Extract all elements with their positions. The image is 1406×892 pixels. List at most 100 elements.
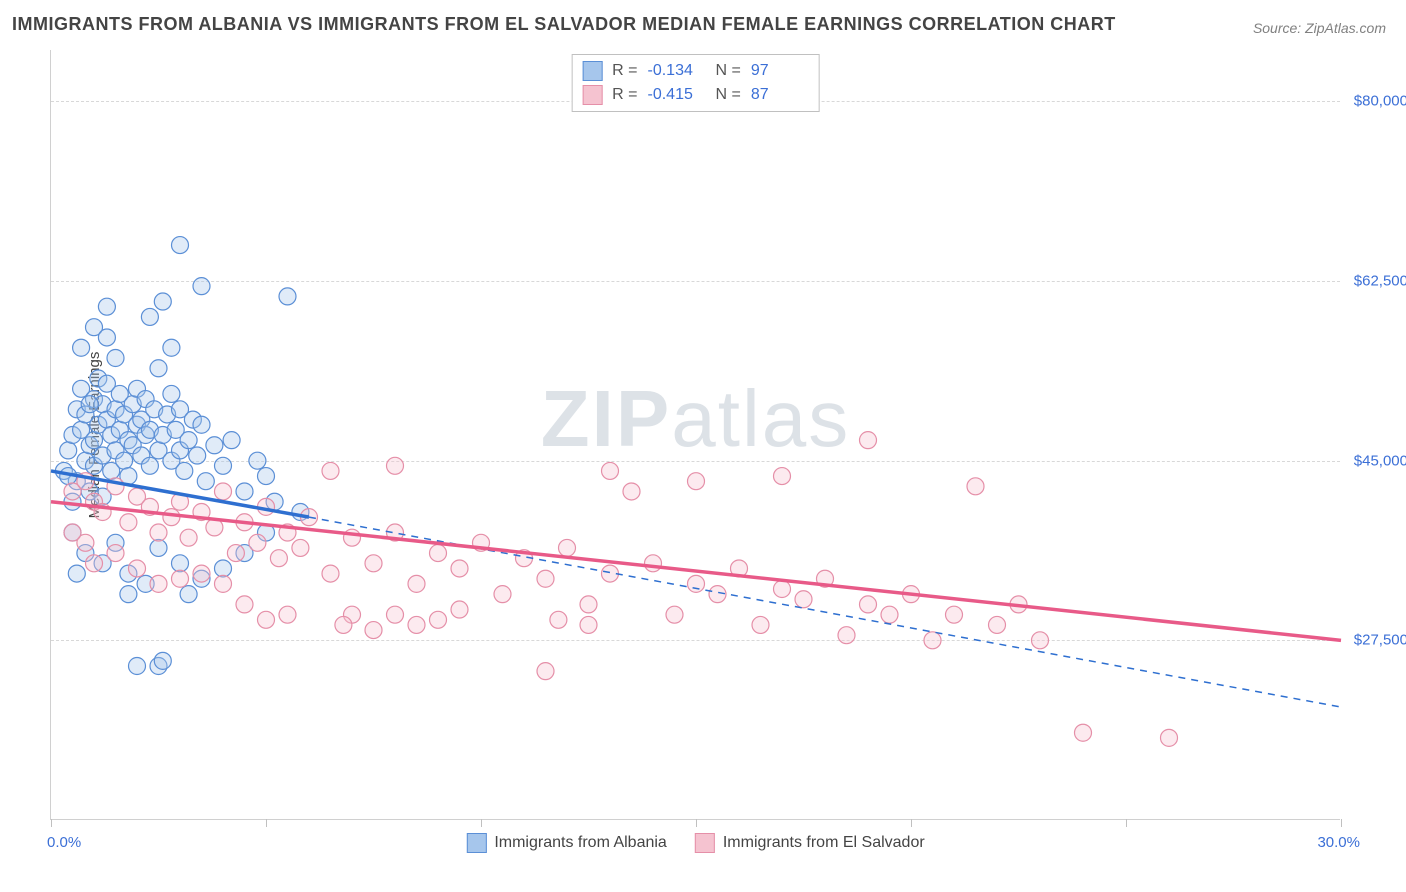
data-point xyxy=(227,545,244,562)
x-tick xyxy=(1341,819,1342,827)
x-axis-min-label: 0.0% xyxy=(47,834,81,851)
data-point xyxy=(120,586,137,603)
y-tick-label: $27,500 xyxy=(1348,632,1406,649)
data-point xyxy=(279,288,296,305)
data-point xyxy=(580,616,597,633)
x-tick xyxy=(266,819,267,827)
data-point xyxy=(860,432,877,449)
data-point xyxy=(129,658,146,675)
data-point xyxy=(602,462,619,479)
data-point xyxy=(150,539,167,556)
data-point xyxy=(688,575,705,592)
data-point xyxy=(1032,632,1049,649)
data-point xyxy=(154,652,171,669)
data-point xyxy=(1161,729,1178,746)
scatter-canvas xyxy=(51,50,1340,819)
data-point xyxy=(408,575,425,592)
data-point xyxy=(408,616,425,633)
swatch-albania-icon xyxy=(466,833,486,853)
data-point xyxy=(81,396,98,413)
data-point xyxy=(129,560,146,577)
data-point xyxy=(365,622,382,639)
data-point xyxy=(163,385,180,402)
data-point xyxy=(120,514,137,531)
data-point xyxy=(193,416,210,433)
data-point xyxy=(116,452,133,469)
data-point xyxy=(451,560,468,577)
data-point xyxy=(150,575,167,592)
data-point xyxy=(387,606,404,623)
data-point xyxy=(795,591,812,608)
data-point xyxy=(365,555,382,572)
data-point xyxy=(623,483,640,500)
data-point xyxy=(141,457,158,474)
data-point xyxy=(236,483,253,500)
data-point xyxy=(189,447,206,464)
data-point xyxy=(223,432,240,449)
data-point xyxy=(206,437,223,454)
data-point xyxy=(666,606,683,623)
data-point xyxy=(215,575,232,592)
data-point xyxy=(163,509,180,526)
data-point xyxy=(322,462,339,479)
data-point xyxy=(537,570,554,587)
data-point xyxy=(924,632,941,649)
data-point xyxy=(150,524,167,541)
data-point xyxy=(60,442,77,459)
data-point xyxy=(68,565,85,582)
data-point xyxy=(193,565,210,582)
swatch-elsalvador-icon xyxy=(695,833,715,853)
data-point xyxy=(279,606,296,623)
data-point xyxy=(550,611,567,628)
chart-title: IMMIGRANTS FROM ALBANIA VS IMMIGRANTS FR… xyxy=(12,14,1116,35)
data-point xyxy=(752,616,769,633)
data-point xyxy=(688,473,705,490)
data-point xyxy=(946,606,963,623)
legend-item-1: Immigrants from El Salvador xyxy=(695,833,925,853)
data-point xyxy=(559,539,576,556)
data-point xyxy=(215,483,232,500)
data-point xyxy=(430,611,447,628)
data-point xyxy=(180,529,197,546)
data-point xyxy=(249,534,266,551)
x-axis-max-label: 30.0% xyxy=(1317,834,1360,851)
x-tick xyxy=(696,819,697,827)
data-point xyxy=(172,570,189,587)
x-tick xyxy=(51,819,52,827)
data-point xyxy=(860,596,877,613)
data-point xyxy=(838,627,855,644)
data-point xyxy=(180,586,197,603)
series-legend: Immigrants from Albania Immigrants from … xyxy=(466,833,924,853)
data-point xyxy=(881,606,898,623)
data-point xyxy=(967,478,984,495)
data-point xyxy=(774,581,791,598)
data-point xyxy=(774,468,791,485)
data-point xyxy=(322,565,339,582)
data-point xyxy=(163,339,180,356)
data-point xyxy=(537,663,554,680)
data-point xyxy=(86,432,103,449)
y-tick-label: $45,000 xyxy=(1348,452,1406,469)
data-point xyxy=(645,555,662,572)
plot-area: Median Female Earnings ZIPatlas $27,500$… xyxy=(50,50,1340,820)
y-tick-label: $80,000 xyxy=(1348,93,1406,110)
data-point xyxy=(249,452,266,469)
data-point xyxy=(258,611,275,628)
data-point xyxy=(335,616,352,633)
data-point xyxy=(176,462,193,479)
data-point xyxy=(258,468,275,485)
data-point xyxy=(215,457,232,474)
data-point xyxy=(215,560,232,577)
data-point xyxy=(141,308,158,325)
x-tick xyxy=(911,819,912,827)
data-point xyxy=(86,555,103,572)
data-point xyxy=(197,473,214,490)
data-point xyxy=(292,539,309,556)
data-point xyxy=(430,545,447,562)
data-point xyxy=(64,524,81,541)
data-point xyxy=(451,601,468,618)
y-tick-label: $62,500 xyxy=(1348,273,1406,290)
data-point xyxy=(172,555,189,572)
data-point xyxy=(73,339,90,356)
x-tick xyxy=(1126,819,1127,827)
